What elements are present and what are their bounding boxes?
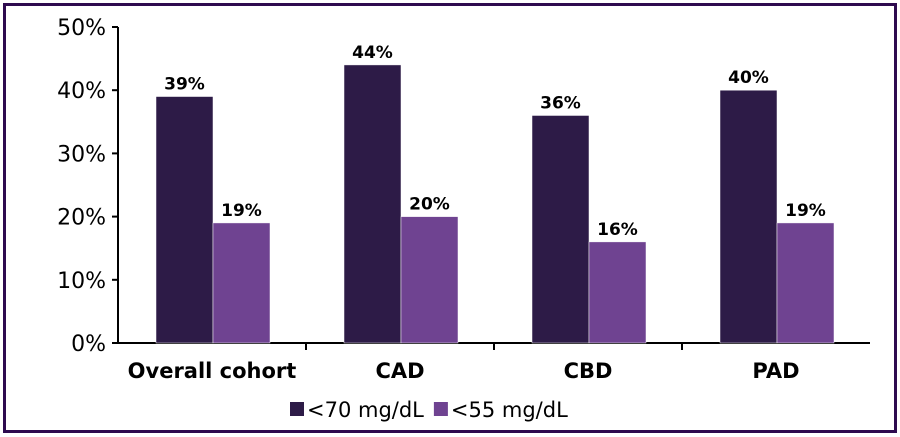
data-label: 19%: [221, 201, 262, 221]
bar: [588, 241, 647, 344]
y-tick-label: 50%: [57, 16, 106, 41]
bar: [776, 222, 835, 344]
data-label: 40%: [728, 68, 769, 88]
legend-label: <70 mg/dL: [307, 398, 424, 422]
data-label: 44%: [352, 43, 393, 63]
y-tick-label: 0%: [71, 332, 106, 357]
data-label: 16%: [597, 220, 638, 240]
x-tick-label: CAD: [375, 359, 424, 383]
data-label: 20%: [409, 195, 450, 215]
bar: [400, 216, 459, 344]
bar: [155, 96, 214, 344]
data-label: 36%: [540, 93, 581, 113]
x-tick-label: Overall cohort: [128, 359, 297, 383]
y-tick-label: 10%: [57, 269, 106, 294]
legend-label: <55 mg/dL: [451, 398, 568, 422]
data-label: 19%: [785, 201, 826, 221]
y-tick-label: 20%: [57, 206, 106, 231]
chart-border: [3, 3, 897, 433]
y-tick-label: 40%: [57, 79, 106, 104]
bar: [719, 89, 778, 344]
data-label: 39%: [164, 75, 205, 95]
y-tick-label: 30%: [57, 142, 106, 167]
x-tick-label: PAD: [752, 359, 799, 383]
legend-swatch: [433, 402, 448, 416]
bar: [531, 115, 590, 344]
bar: [212, 222, 271, 344]
bar: [343, 64, 402, 344]
legend-swatch: [290, 402, 304, 416]
x-tick-label: CBD: [564, 359, 613, 383]
